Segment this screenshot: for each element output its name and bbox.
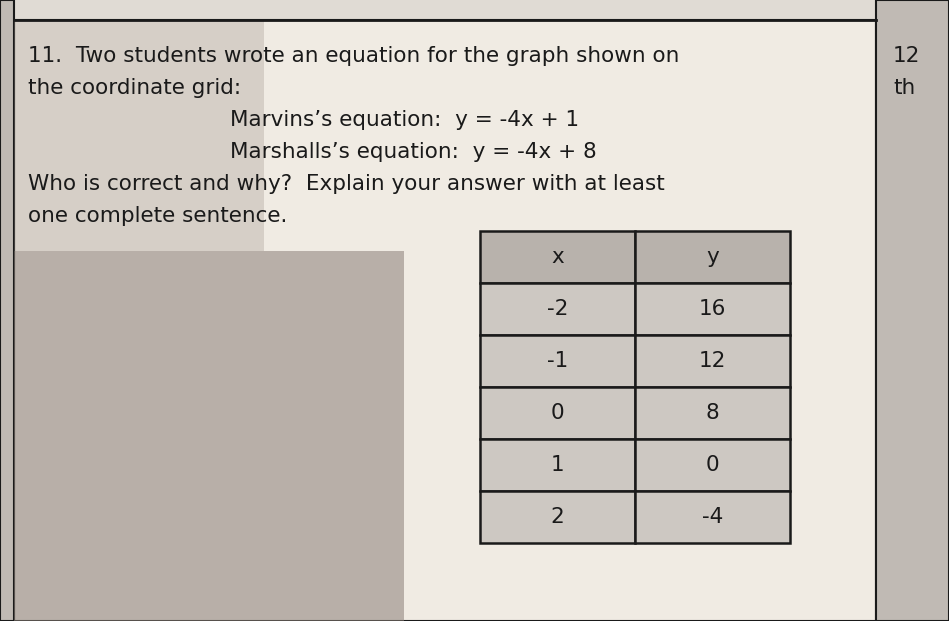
Text: 12: 12 <box>698 351 726 371</box>
Text: 2: 2 <box>550 507 565 527</box>
Bar <box>635 283 790 335</box>
Bar <box>480 439 635 491</box>
Bar <box>14 21 264 251</box>
Bar <box>0 0 14 621</box>
Text: Who is correct and why?  Explain your answer with at least: Who is correct and why? Explain your ans… <box>28 174 664 194</box>
Text: th: th <box>893 78 915 98</box>
Text: -4: -4 <box>702 507 723 527</box>
Text: 11.  Two students wrote an equation for the graph shown on: 11. Two students wrote an equation for t… <box>28 46 679 66</box>
Text: 1: 1 <box>550 455 565 475</box>
Bar <box>480 283 635 335</box>
Bar <box>635 491 790 543</box>
Bar <box>480 491 635 543</box>
Bar <box>14 251 404 621</box>
Text: 12: 12 <box>893 46 921 66</box>
Bar <box>635 335 790 387</box>
Text: -1: -1 <box>547 351 568 371</box>
Bar <box>480 335 635 387</box>
Text: -2: -2 <box>547 299 568 319</box>
Text: 16: 16 <box>698 299 726 319</box>
Text: 0: 0 <box>550 403 565 423</box>
Text: Marvins’s equation:  y = -4x + 1: Marvins’s equation: y = -4x + 1 <box>230 110 579 130</box>
Text: y: y <box>706 247 719 267</box>
Text: the coordinate grid:: the coordinate grid: <box>28 78 241 98</box>
Bar <box>635 439 790 491</box>
Text: 0: 0 <box>706 455 719 475</box>
Bar <box>480 387 635 439</box>
Bar <box>876 0 949 621</box>
Text: one complete sentence.: one complete sentence. <box>28 206 288 226</box>
Text: 8: 8 <box>706 403 719 423</box>
Bar <box>0 0 949 21</box>
Text: Marshalls’s equation:  y = -4x + 8: Marshalls’s equation: y = -4x + 8 <box>230 142 597 162</box>
Bar <box>635 387 790 439</box>
Bar <box>480 231 635 283</box>
Text: x: x <box>551 247 564 267</box>
Bar <box>635 231 790 283</box>
